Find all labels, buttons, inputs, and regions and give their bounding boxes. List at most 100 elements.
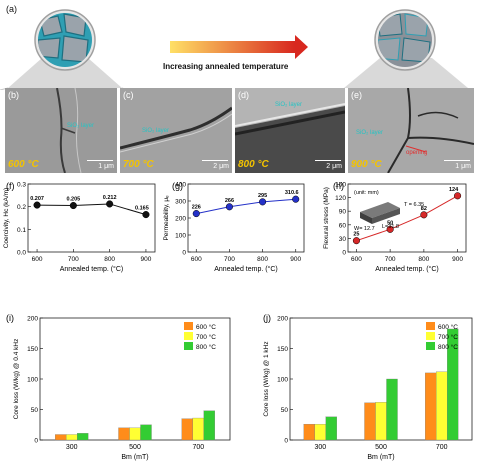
plot-frame: [347, 183, 467, 253]
y-axis-label: Core loss (W/kg) @ 0.4 kHz: [13, 339, 20, 420]
sem-panel-b: (b) SiO₂ layer 600 °C 1 μm: [5, 88, 117, 173]
y-tick-label: 100: [277, 377, 288, 384]
bar: [375, 402, 387, 441]
data-label: 310.6: [285, 190, 299, 196]
x-tick-label: 700: [385, 256, 396, 263]
panel-label: (g): [172, 181, 183, 191]
data-point: [352, 237, 360, 245]
oxide-layer-note: SiO₂ layer: [275, 102, 303, 108]
x-tick-label: 300: [314, 444, 326, 451]
y-tick-label: 150: [277, 346, 288, 353]
sem-panel-c: (c) SiO₂ layer 700 °C 2 μm: [120, 88, 232, 173]
scale-bar: [202, 159, 228, 161]
bar: [129, 427, 141, 441]
x-axis-label: Bm (mT): [121, 454, 148, 461]
y-tick-label: 120: [335, 195, 346, 202]
sem-scale-label: 2 μm: [326, 163, 342, 170]
panel-label: (h): [333, 181, 344, 191]
y-tick-label: 100: [175, 233, 186, 240]
data-label: 0.212: [103, 195, 117, 201]
bar: [425, 372, 437, 441]
sem-panel-temp: 900 °C: [351, 159, 382, 170]
x-tick-label: 700: [224, 256, 235, 263]
legend-swatch: [426, 342, 435, 350]
data-point: [142, 211, 150, 219]
bar: [314, 423, 326, 441]
x-axis-label: Annealed temp. (°C): [214, 265, 278, 273]
bar: [55, 434, 67, 441]
legend-swatch: [426, 322, 435, 330]
y-tick-label: 60: [339, 222, 347, 229]
specimen-side: [360, 212, 372, 224]
data-label: 0.165: [135, 206, 149, 212]
x-tick-label: 700: [436, 444, 448, 451]
data-point: [192, 210, 200, 218]
legend-label: 700 °C: [196, 333, 216, 341]
x-axis-label: Annealed temp. (°C): [375, 265, 439, 273]
y-tick-label: 50: [281, 407, 289, 414]
sem-panel-temp: 700 °C: [123, 159, 154, 170]
x-tick-label: 900: [140, 256, 151, 263]
data-label: 124: [449, 187, 459, 193]
legend-label: 800 °C: [438, 343, 458, 351]
x-tick-label: 900: [452, 256, 463, 263]
y-tick-label: 0: [182, 250, 186, 257]
y-tick-label: 200: [27, 316, 38, 323]
data-label: 82: [421, 206, 427, 212]
bar: [181, 418, 193, 441]
data-point: [454, 192, 462, 200]
data-point: [33, 201, 41, 209]
x-tick-label: 800: [104, 256, 115, 263]
x-tick-label: 500: [129, 444, 141, 451]
series-line: [37, 203, 147, 216]
arrow-label: Increasing annealed temperature: [163, 62, 289, 71]
inset-unit: (unit: mm): [354, 190, 379, 196]
x-tick-label: 800: [257, 256, 268, 263]
legend-label: 600 °C: [196, 323, 216, 331]
specimen-top: [360, 202, 400, 218]
legend-swatch: [184, 342, 193, 350]
bar: [66, 434, 78, 441]
y-axis-label: Permeability, μₑ: [163, 195, 170, 241]
grain-schematic-left: [8, 9, 122, 88]
y-axis-label: Core loss (W/kg) @ 1 kHz: [263, 341, 270, 416]
legend-label: 700 °C: [438, 333, 458, 341]
legend-swatch: [184, 332, 193, 340]
data-label: 0.207: [30, 196, 44, 202]
oxide-layer-note: SiO₂ layer: [356, 130, 384, 136]
bar: [447, 328, 459, 441]
y-axis-label: Flexural stress (MPa): [323, 187, 330, 249]
sem-scale-label: 1 μm: [98, 163, 114, 170]
series-line: [356, 195, 458, 242]
legend-swatch: [184, 322, 193, 330]
bar: [140, 424, 152, 441]
y-tick-label: 150: [335, 182, 346, 189]
sem-panel-d: (d) SiO₂ layer 800 °C 2 μm: [235, 88, 345, 173]
y-tick-label: 50: [31, 407, 39, 414]
data-point: [292, 195, 300, 203]
panel-label: (i): [6, 313, 14, 323]
scale-bar: [87, 159, 113, 161]
scale-bar: [315, 159, 341, 161]
y-tick-label: 0.1: [17, 227, 26, 234]
y-tick-label: 100: [27, 377, 38, 384]
bar: [303, 423, 315, 441]
data-label: 0.205: [66, 197, 80, 203]
x-axis-label: Annealed temp. (°C): [60, 265, 124, 273]
y-tick-label: 30: [339, 236, 347, 243]
bar: [77, 433, 89, 441]
bar: [364, 402, 376, 441]
specimen-front: [372, 208, 400, 224]
sem-panel-e: (e) SiO₂ layer opening 900 °C 1 μm: [348, 88, 474, 173]
bar: [386, 378, 398, 441]
legend-swatch: [426, 332, 435, 340]
y-tick-label: 0.0: [17, 250, 26, 257]
grain-schematic-right: [344, 9, 468, 88]
sem-scale-label: 1 μm: [455, 163, 471, 170]
series-line: [196, 198, 296, 215]
y-tick-label: 0: [342, 250, 346, 257]
y-tick-label: 200: [175, 216, 186, 223]
bar: [325, 416, 337, 441]
data-label: 25: [353, 232, 359, 238]
legend-label: 800 °C: [196, 343, 216, 351]
